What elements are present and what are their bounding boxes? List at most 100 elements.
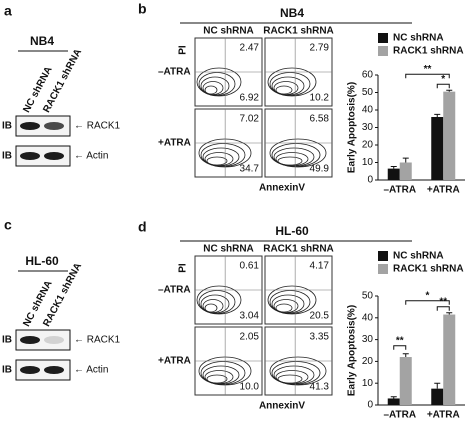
significance-label: * [426, 290, 430, 301]
quadrant-value: 2.47 [240, 43, 260, 54]
bar [399, 162, 412, 180]
blot-method: IB [2, 335, 12, 346]
bar [387, 398, 400, 405]
y-tick-label: 0 [367, 400, 373, 411]
y-tick-label: 40 [362, 312, 374, 323]
contour [206, 156, 228, 166]
row-label: +ATRA [158, 138, 191, 149]
y-tick-label: 20 [362, 140, 374, 151]
legend-swatch [378, 46, 388, 56]
contour [273, 299, 299, 313]
y-tick-label: 10 [362, 378, 374, 389]
bar [443, 314, 456, 405]
blot-band [44, 122, 64, 130]
blot-title: HL-60 [25, 254, 59, 268]
quadrant-value: 7.02 [240, 114, 260, 125]
panel-label: d [138, 219, 147, 235]
blot-band [20, 336, 40, 344]
blot-band [20, 122, 40, 130]
legend-label: RACK1 shRNA [393, 46, 464, 57]
quadrant-value: 2.05 [240, 332, 260, 343]
contour [206, 374, 228, 384]
y-axis-label: Early Apoptosis(%) [347, 305, 358, 396]
bar [443, 91, 456, 180]
row-label: +ATRA [158, 356, 191, 367]
quadrant-value: 0.61 [240, 261, 260, 272]
contour [275, 85, 293, 95]
contour [269, 72, 311, 96]
row-label: –ATRA [158, 67, 191, 78]
quadrant-value: 6.92 [240, 93, 260, 104]
error-bar [390, 166, 397, 169]
contour [200, 294, 230, 314]
y-axis-label: PI [178, 45, 189, 55]
bar [387, 168, 400, 180]
significance-bracket [405, 73, 450, 79]
contour [204, 152, 234, 166]
significance-bracket [436, 83, 450, 89]
contour [267, 285, 317, 315]
contour [202, 299, 224, 313]
blot-box [15, 329, 71, 351]
legend-label: NC shRNA [393, 33, 444, 44]
contour [202, 147, 240, 167]
contour [196, 285, 242, 315]
quadrant-value: 6.58 [310, 114, 330, 125]
flow-title: HL-60 [275, 224, 309, 238]
quadrant-value: 34.7 [240, 164, 260, 175]
quadrant-value: 4.17 [310, 261, 330, 272]
blot-target: ← Actin [74, 151, 108, 162]
quadrant-value: 49.9 [310, 164, 330, 175]
column-label: NC shRNA [203, 26, 254, 37]
y-axis-label: Early Apoptosis(%) [347, 82, 358, 173]
blot-target: ← RACK1 [74, 121, 121, 132]
quadrant-value: 3.04 [240, 311, 260, 322]
contour [273, 81, 299, 95]
panel-label: c [4, 217, 12, 233]
quadrant-value: 41.3 [310, 382, 330, 393]
contour [198, 290, 236, 314]
error-bar [446, 89, 453, 92]
blot-target: ← RACK1 [74, 335, 121, 346]
x-tick-label: +ATRA [427, 410, 460, 421]
blot-method: IB [2, 151, 12, 162]
contour [271, 361, 321, 385]
y-tick-label: 50 [362, 87, 374, 98]
quadrant-value: 10.2 [310, 93, 330, 104]
contour [271, 76, 305, 96]
error-bar [402, 157, 409, 163]
panel-label: a [4, 3, 12, 19]
blot-method: IB [2, 121, 12, 132]
significance-bracket [436, 306, 450, 311]
contour [269, 138, 327, 168]
legend-label: RACK1 shRNA [393, 264, 464, 275]
contour [269, 356, 327, 386]
contour [271, 294, 305, 314]
contour [204, 370, 234, 384]
contour [200, 361, 246, 385]
blot-box [15, 359, 71, 381]
quadrant-value: 10.0 [240, 382, 260, 393]
significance-label: ** [424, 64, 432, 75]
contour [196, 67, 242, 97]
x-tick-label: –ATRA [383, 185, 416, 196]
contour [273, 147, 315, 167]
blot-box [15, 145, 71, 167]
y-tick-label: 0 [367, 175, 373, 186]
column-label: RACK1 shRNA [263, 26, 334, 37]
contour [275, 152, 309, 166]
blot-band [44, 336, 64, 344]
quadrant-value: 3.35 [310, 332, 330, 343]
x-tick-label: +ATRA [427, 185, 460, 196]
legend-swatch [378, 264, 388, 274]
column-label: NC shRNA [203, 244, 254, 255]
significance-bracket [393, 345, 407, 350]
y-tick-label: 10 [362, 157, 374, 168]
significance-bracket [405, 300, 450, 305]
blot-band [44, 366, 64, 374]
significance-label: ** [439, 296, 447, 307]
blot-box [15, 115, 71, 137]
error-bar [434, 113, 441, 117]
error-bar [446, 312, 453, 315]
y-tick-label: 50 [362, 291, 374, 302]
